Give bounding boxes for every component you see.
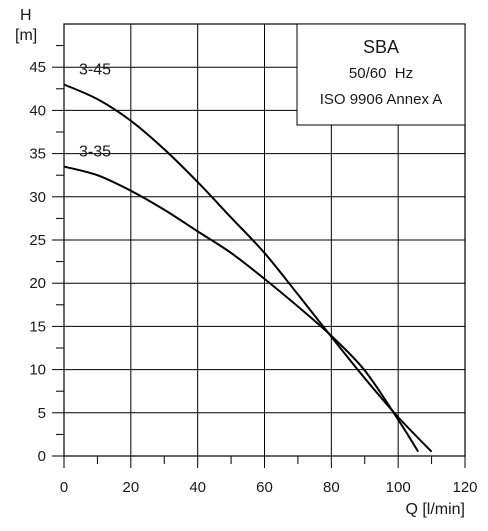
info-box-frequency: 50/60 Hz [349,65,413,82]
info-box-title: SBA [363,37,399,57]
series-label-3-35: 3-35 [79,144,111,161]
info-box-standard: ISO 9906 Annex A [320,91,443,108]
y-tick-label: 15 [29,318,46,335]
x-tick-label: 60 [256,479,273,496]
curves: 3-45 3-35 [63,61,433,453]
x-tick-label: 100 [386,479,411,496]
series-line-3-45 [63,83,433,453]
y-tick-label: 35 [29,146,46,163]
y-tick-label: 30 [29,189,46,206]
y-tick-label: 10 [29,362,46,379]
plot-frame [63,23,466,457]
y-tick-label: 40 [29,102,46,119]
y-tick-label: 25 [29,232,46,249]
x-tick-label: 40 [189,479,206,496]
x-tick-label: 0 [60,479,68,496]
x-tick-label: 120 [452,479,477,496]
y-axis-unit: [m] [15,27,37,44]
y-tick-label: 45 [29,59,46,76]
tick-labels: 0 20 40 60 80 100 120 0 5 10 15 20 25 30 35 40 45 [29,59,477,496]
info-box-frame [296,23,466,126]
series-label-3-45: 3-45 [79,61,111,78]
y-axis-title: H [20,7,32,24]
minor-ticks [52,45,466,468]
x-tick-label: 20 [122,479,139,496]
x-tick-label: 80 [323,479,340,496]
y-tick-label: 5 [38,405,46,422]
series-line-3-35 [63,165,420,453]
y-tick-label: 20 [29,275,46,292]
info-box: SBA 50/60 Hz ISO 9906 Annex A [296,23,466,126]
y-tick-label: 0 [38,448,46,465]
x-axis-title: Q [l/min] [405,501,465,518]
